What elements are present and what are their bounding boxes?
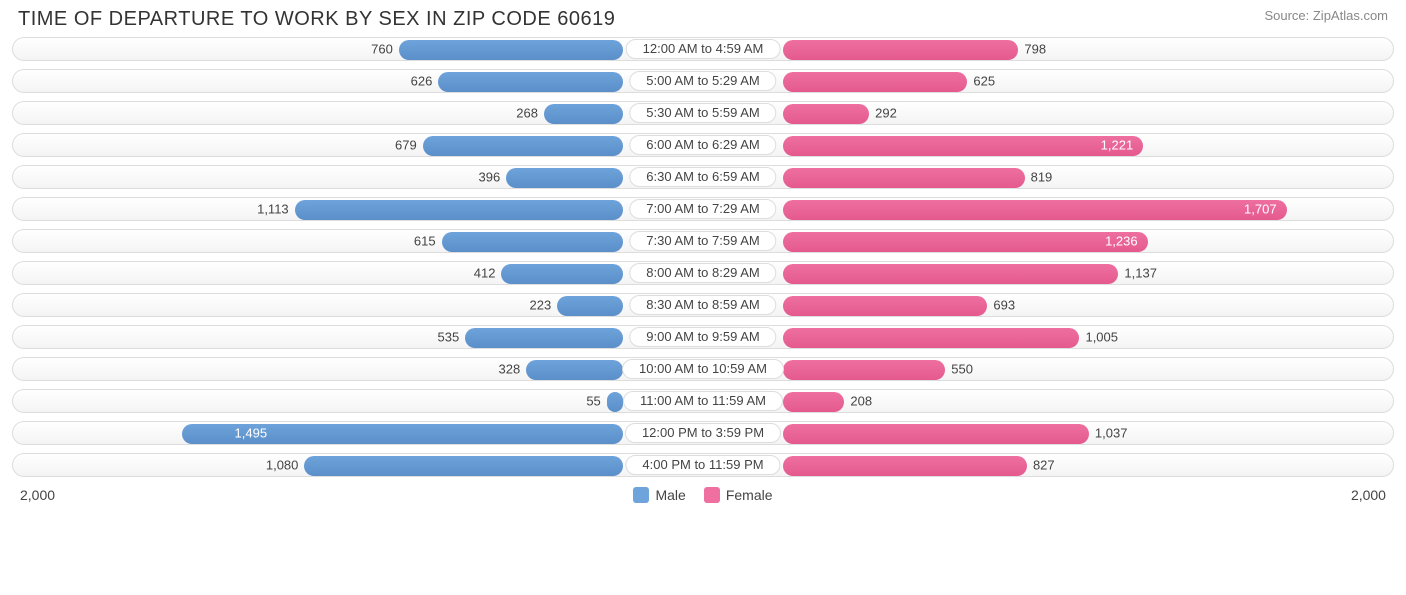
- female-value-label: 550: [951, 362, 973, 377]
- male-bar: [607, 392, 623, 412]
- male-value-label: 1,495: [225, 426, 268, 441]
- female-bar: [783, 328, 1079, 348]
- female-bar: [783, 424, 1089, 444]
- time-range-label: 8:00 AM to 8:29 AM: [629, 263, 776, 283]
- chart-row: 535 1,005 9:00 AM to 9:59 AM: [12, 325, 1394, 349]
- axis-row: 2,000 Male Female 2,000: [12, 485, 1394, 503]
- female-value-label: 292: [875, 106, 897, 121]
- time-range-label: 6:30 AM to 6:59 AM: [629, 167, 776, 187]
- male-bar: [501, 264, 623, 284]
- time-range-label: 5:30 AM to 5:59 AM: [629, 103, 776, 123]
- male-value-label: 760: [371, 42, 393, 57]
- time-range-label: 5:00 AM to 5:29 AM: [629, 71, 776, 91]
- female-swatch-icon: [704, 487, 720, 503]
- male-value-label: 396: [478, 170, 500, 185]
- female-value-label: 693: [993, 298, 1015, 313]
- chart-row: 626 625 5:00 AM to 5:29 AM: [12, 69, 1394, 93]
- legend-label-male: Male: [655, 487, 685, 503]
- female-value-label: 827: [1033, 458, 1055, 473]
- legend-item-male: Male: [633, 487, 685, 503]
- male-bar: [442, 232, 623, 252]
- female-bar: [783, 264, 1118, 284]
- chart-header: TIME OF DEPARTURE TO WORK BY SEX IN ZIP …: [12, 8, 1394, 37]
- female-value-label: 1,137: [1124, 266, 1157, 281]
- male-value-label: 615: [414, 234, 436, 249]
- male-value-label: 1,113: [257, 202, 289, 217]
- female-bar: [783, 296, 987, 316]
- male-value-label: 55: [586, 394, 600, 409]
- time-range-label: 10:00 AM to 10:59 AM: [622, 359, 784, 379]
- female-value-label: 1,221: [1101, 138, 1144, 153]
- time-range-label: 8:30 AM to 8:59 AM: [629, 295, 776, 315]
- chart-row: 396 819 6:30 AM to 6:59 AM: [12, 165, 1394, 189]
- chart-title: TIME OF DEPARTURE TO WORK BY SEX IN ZIP …: [18, 8, 615, 31]
- female-value-label: 208: [850, 394, 872, 409]
- time-range-label: 6:00 AM to 6:29 AM: [629, 135, 776, 155]
- female-bar: [783, 168, 1025, 188]
- time-range-label: 12:00 PM to 3:59 PM: [625, 423, 781, 443]
- male-value-label: 223: [530, 298, 552, 313]
- male-value-label: 268: [516, 106, 538, 121]
- male-bar: [304, 456, 623, 476]
- female-bar: [783, 456, 1027, 476]
- male-bar: [399, 40, 623, 60]
- male-value-label: 1,080: [266, 458, 299, 473]
- time-range-label: 9:00 AM to 9:59 AM: [629, 327, 776, 347]
- time-range-label: 4:00 PM to 11:59 PM: [625, 455, 780, 475]
- female-bar: [783, 104, 869, 124]
- male-swatch-icon: [633, 487, 649, 503]
- male-bar: [295, 200, 623, 220]
- male-value-label: 328: [499, 362, 521, 377]
- female-bar: [783, 232, 1148, 252]
- male-bar: [557, 296, 623, 316]
- legend: Male Female: [633, 487, 772, 503]
- chart-row: 1,080 827 4:00 PM to 11:59 PM: [12, 453, 1394, 477]
- male-bar: [506, 168, 623, 188]
- chart-row: 223 693 8:30 AM to 8:59 AM: [12, 293, 1394, 317]
- female-value-label: 819: [1031, 170, 1053, 185]
- female-value-label: 1,707: [1244, 202, 1287, 217]
- male-bar: [438, 72, 623, 92]
- male-value-label: 679: [395, 138, 417, 153]
- male-value-label: 412: [474, 266, 496, 281]
- male-bar: [526, 360, 623, 380]
- chart-row: 1,113 1,707 7:00 AM to 7:29 AM: [12, 197, 1394, 221]
- chart-row: 679 1,221 6:00 AM to 6:29 AM: [12, 133, 1394, 157]
- female-value-label: 625: [973, 74, 995, 89]
- time-range-label: 7:00 AM to 7:29 AM: [629, 199, 776, 219]
- chart-row: 328 550 10:00 AM to 10:59 AM: [12, 357, 1394, 381]
- chart-source: Source: ZipAtlas.com: [1264, 8, 1388, 23]
- female-value-label: 1,037: [1095, 426, 1128, 441]
- legend-item-female: Female: [704, 487, 773, 503]
- chart-row: 760 798 12:00 AM to 4:59 AM: [12, 37, 1394, 61]
- male-bar: [423, 136, 623, 156]
- male-value-label: 535: [437, 330, 459, 345]
- chart-row: 412 1,137 8:00 AM to 8:29 AM: [12, 261, 1394, 285]
- female-bar: [783, 392, 844, 412]
- chart-row: 268 292 5:30 AM to 5:59 AM: [12, 101, 1394, 125]
- legend-label-female: Female: [726, 487, 773, 503]
- time-range-label: 11:00 AM to 11:59 AM: [623, 391, 783, 411]
- chart-row: 615 1,236 7:30 AM to 7:59 AM: [12, 229, 1394, 253]
- chart-row: 55 208 11:00 AM to 11:59 AM: [12, 389, 1394, 413]
- axis-label-left: 2,000: [20, 487, 55, 503]
- time-range-label: 7:30 AM to 7:59 AM: [629, 231, 776, 251]
- female-value-label: 798: [1024, 42, 1046, 57]
- female-value-label: 1,005: [1085, 330, 1118, 345]
- female-bar: [783, 136, 1143, 156]
- female-bar: [783, 360, 945, 380]
- male-bar: [465, 328, 623, 348]
- diverging-bar-chart: 760 798 12:00 AM to 4:59 AM 626 625 5:00 AM t…: [12, 37, 1394, 477]
- female-value-label: 1,236: [1105, 234, 1148, 249]
- male-value-label: 626: [411, 74, 433, 89]
- chart-row: 1,495 1,037 12:00 PM to 3:59 PM: [12, 421, 1394, 445]
- female-bar: [783, 200, 1287, 220]
- male-bar: [544, 104, 623, 124]
- female-bar: [783, 72, 967, 92]
- time-range-label: 12:00 AM to 4:59 AM: [626, 39, 781, 59]
- female-bar: [783, 40, 1018, 60]
- axis-label-right: 2,000: [1351, 487, 1386, 503]
